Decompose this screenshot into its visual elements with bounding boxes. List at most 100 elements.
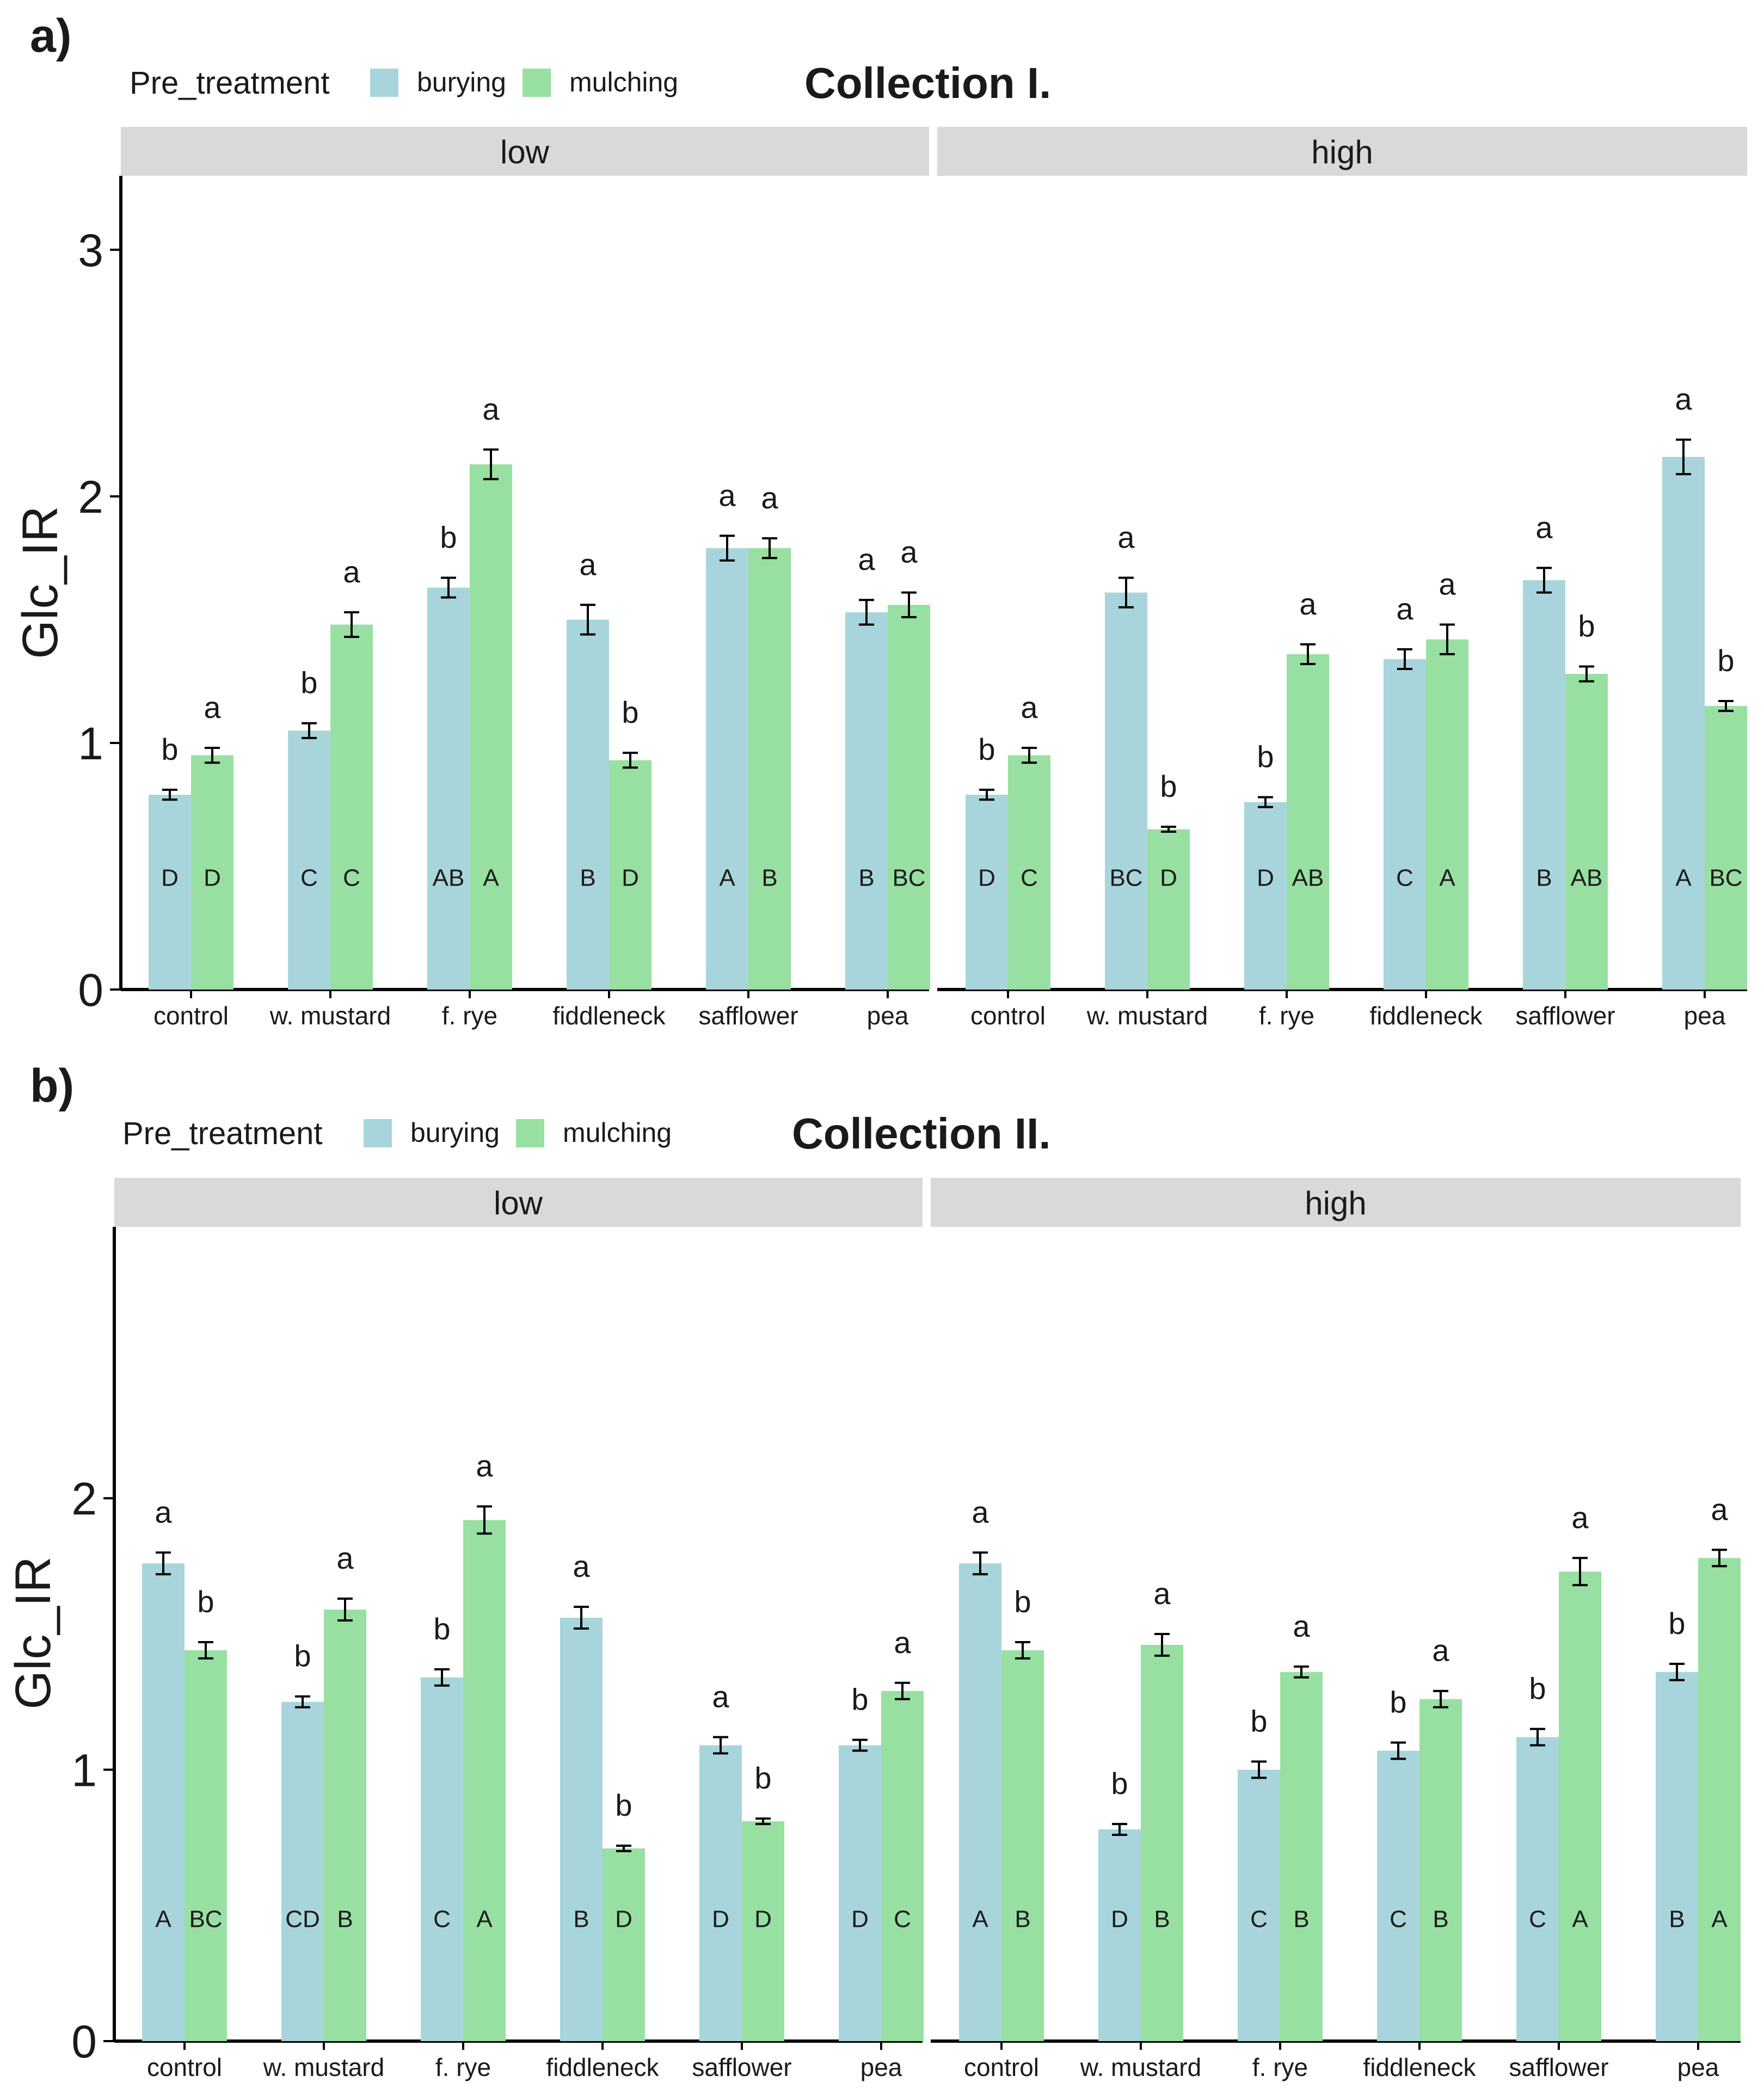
group-letter-mulching: B: [1433, 1906, 1448, 1933]
bars: [149, 438, 1747, 990]
y-ticks: 0 1 2 3: [78, 225, 121, 1016]
x-tick-label: safflower: [1509, 2053, 1608, 2081]
y-tick-label: 0: [78, 964, 103, 1016]
group-letter-mulching: A: [1439, 865, 1455, 892]
error-bar-burying: [1251, 1760, 1267, 1779]
y-tick-label: 1: [78, 718, 103, 769]
facet-strip-low: [121, 127, 929, 176]
bar-mulching-low: [742, 1821, 784, 2041]
bar-mulching-high: [1008, 755, 1050, 990]
panel-tag-a: a): [30, 10, 71, 62]
group-letter-mulching: D: [622, 865, 639, 892]
error-bar-mulching: [477, 1505, 492, 1535]
significance-letter-burying: b: [433, 1612, 450, 1646]
significance-letter-mulching: b: [1717, 643, 1734, 678]
error-bar-mulching: [1712, 1549, 1727, 1568]
x-tick-label: safflower: [1515, 1002, 1615, 1030]
legend-label-burying: burying: [410, 1117, 500, 1148]
significance-letter-mulching: a: [761, 481, 778, 515]
error-bar-mulching: [1022, 747, 1037, 764]
group-letter-mulching: C: [894, 1906, 911, 1933]
bar-mulching-low: [463, 1520, 506, 2041]
x-tick-label: control: [964, 2053, 1039, 2081]
bar-burying-high: [966, 795, 1008, 990]
group-letter-mulching: B: [337, 1906, 353, 1933]
group-letter-mulching: AB: [1292, 865, 1324, 892]
bar-mulching-low: [748, 548, 791, 990]
significance-letter-mulching: a: [1571, 1500, 1589, 1534]
significance-letter-burying: b: [1529, 1672, 1546, 1706]
error-bar-mulching: [1300, 643, 1316, 665]
group-letter-mulching: B: [1154, 1906, 1170, 1933]
error-bar-burying: [852, 1738, 868, 1752]
significance-letter-mulching: a: [476, 1449, 493, 1483]
error-bar-burying: [979, 789, 994, 801]
x-tick-label: control: [970, 1002, 1046, 1030]
bar-burying-high: [1377, 1750, 1419, 2041]
group-letter-burying: A: [972, 1906, 988, 1933]
panel-b-collection-ii: b) Pre_treatment burying mulching Collec…: [5, 1060, 1741, 2081]
group-letter-burying: D: [978, 865, 995, 892]
facet-strip-low: [114, 1178, 923, 1227]
group-letter-burying: C: [1390, 1906, 1407, 1933]
x-tick-label: pea: [1677, 2053, 1719, 2081]
group-letter-burying: C: [1396, 865, 1413, 892]
bar-burying-low: [567, 619, 609, 990]
error-bar-burying: [713, 1736, 728, 1755]
significance-letter-mulching: a: [1711, 1492, 1728, 1526]
significance-letter-mulching: a: [482, 392, 500, 426]
x-tick-label: fiddleneck: [546, 2053, 659, 2081]
significance-letter-burying: a: [858, 542, 875, 576]
group-letter-burying: B: [573, 1906, 589, 1933]
bar-burying-low: [427, 587, 470, 990]
facet-strip-high: [931, 1178, 1741, 1227]
bar-mulching-high: [1565, 674, 1608, 990]
group-letter-burying: A: [719, 865, 735, 892]
bar-burying-high: [1244, 802, 1287, 990]
bar-mulching-low: [330, 624, 373, 990]
x-tick-label: fiddleneck: [1363, 2053, 1476, 2081]
y-tick-label: 2: [71, 1473, 97, 1525]
group-letter-burying: C: [300, 865, 318, 892]
error-bar-burying: [1112, 1823, 1127, 1836]
error-bar-burying: [580, 604, 595, 636]
bar-mulching-low: [888, 605, 930, 990]
x-tick-label: control: [153, 1002, 229, 1030]
group-letter-mulching: D: [204, 865, 221, 892]
bar-mulching-high: [1280, 1672, 1323, 2041]
x-tick-label: safflower: [698, 1002, 798, 1030]
group-letter-mulching: D: [1160, 865, 1177, 892]
bar-mulching-low: [609, 760, 651, 990]
significance-letter-burying: a: [573, 1549, 590, 1583]
group-letter-mulching: BC: [189, 1906, 222, 1933]
bar-burying-low: [281, 1701, 324, 2041]
legend-title: Pre_treatment: [130, 65, 330, 101]
error-bar-burying: [1391, 1741, 1406, 1760]
legend-label-mulching: mulching: [569, 67, 678, 97]
y-axis-label: Glc_IR: [13, 506, 68, 659]
error-bar-mulching: [198, 1641, 213, 1660]
bar-burying-high: [1662, 457, 1705, 990]
bar-mulching-high: [1287, 654, 1329, 990]
legend-label-burying: burying: [417, 67, 506, 97]
facet-label-low: low: [500, 134, 550, 170]
group-letter-mulching: B: [1293, 1906, 1309, 1933]
group-letter-burying: B: [1536, 865, 1552, 892]
panel-tag-b: b): [30, 1060, 74, 1112]
error-bar-mulching: [1572, 1557, 1588, 1587]
x-tick-label: pea: [867, 1002, 909, 1030]
error-bar-mulching: [1154, 1633, 1170, 1657]
group-letter-mulching: BC: [1709, 865, 1742, 892]
facet-strip-high: [937, 127, 1747, 176]
error-bar-mulching: [755, 1817, 771, 1826]
error-bar-mulching: [762, 537, 777, 560]
x-tick-label: f. rye: [442, 1002, 497, 1030]
error-bar-burying: [1536, 567, 1552, 594]
group-letter-burying: B: [580, 865, 595, 892]
group-letter-mulching: BC: [892, 865, 925, 892]
significance-letter-burying: b: [294, 1639, 311, 1673]
facet-label-high: high: [1305, 1185, 1366, 1221]
error-bar-burying: [1676, 438, 1691, 476]
significance-letter-burying: a: [1117, 520, 1135, 554]
significance-letter-mulching: a: [343, 555, 360, 589]
